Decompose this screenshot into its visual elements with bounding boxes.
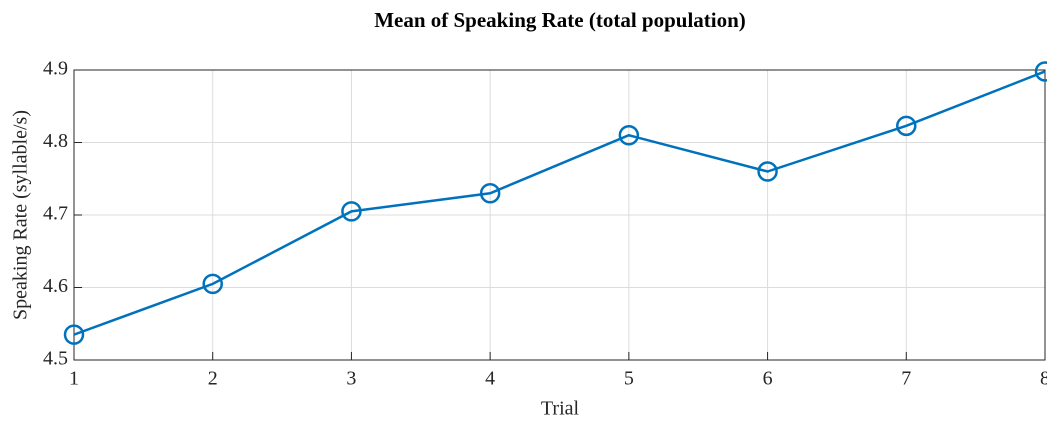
- data-point: [202, 273, 223, 295]
- data-point: [1034, 61, 1047, 82]
- plot-frame: [73, 69, 1046, 361]
- x-tick-label: 7: [901, 368, 911, 390]
- x-tick-label: 6: [763, 368, 773, 390]
- y-tick-label: 4.8: [43, 130, 68, 152]
- data-point: [757, 161, 778, 182]
- series-line: [73, 70, 1046, 336]
- x-tick-label: 4: [485, 368, 495, 390]
- x-tick-label: 3: [346, 368, 356, 390]
- y-tick-label: 4.7: [43, 203, 68, 225]
- chart-title: Mean of Speaking Rate (total population): [374, 8, 746, 32]
- data-point: [63, 324, 85, 345]
- y-axis-label: Speaking Rate (syllable/s): [10, 110, 32, 320]
- y-tick-label: 4.9: [43, 58, 68, 80]
- x-tick-label: 2: [208, 368, 218, 390]
- x-axis-label: Trial: [541, 398, 580, 420]
- x-tick-label: 1: [69, 368, 79, 390]
- data-point: [341, 201, 362, 222]
- y-tick-label: 4.5: [43, 348, 68, 370]
- x-tick-label: 5: [624, 368, 634, 390]
- x-tick-label: 8: [1040, 368, 1047, 390]
- data-point: [618, 125, 640, 146]
- data-point: [896, 115, 917, 137]
- y-tick-label: 4.6: [43, 275, 68, 297]
- data-point: [479, 183, 501, 204]
